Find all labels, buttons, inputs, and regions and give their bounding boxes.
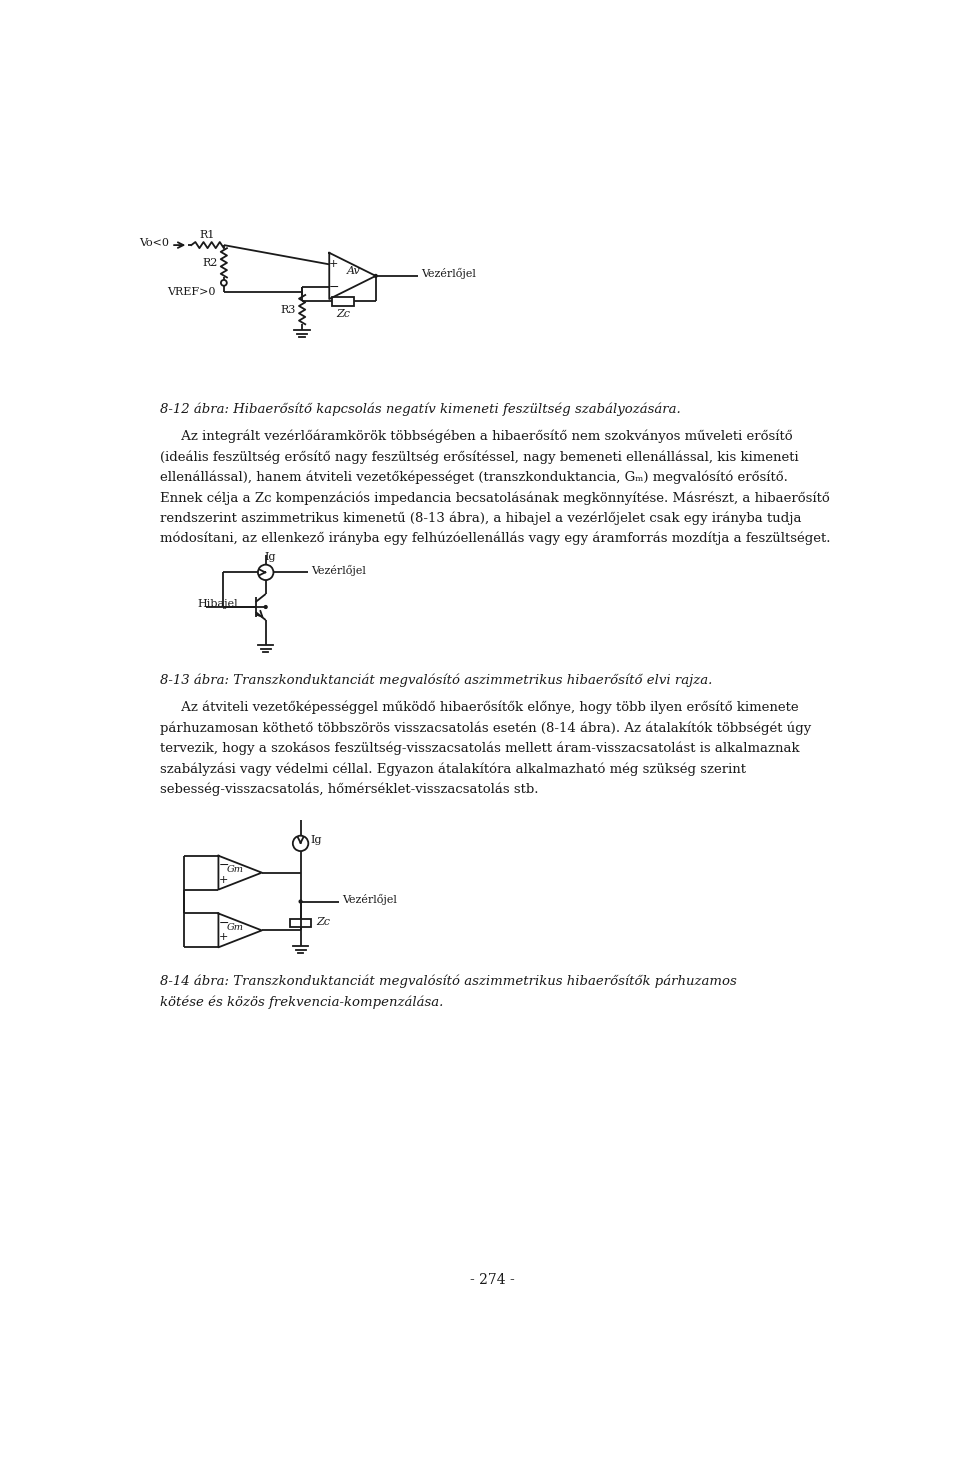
Text: Ig: Ig: [264, 551, 276, 561]
Text: Hibajel: Hibajel: [198, 599, 238, 609]
Text: −: −: [219, 858, 229, 872]
Text: kötése és közös frekvencia-kompenzálása.: kötése és közös frekvencia-kompenzálása.: [160, 995, 444, 1008]
Text: +: +: [219, 932, 228, 942]
Text: R3: R3: [280, 305, 296, 315]
Text: +: +: [219, 875, 228, 885]
Text: Ig: Ig: [311, 835, 323, 844]
Text: 8-12 ábra: Hibaerősítő kapcsolás negatív kimeneti feszültség szabályozására.: 8-12 ábra: Hibaerősítő kapcsolás negatív…: [160, 403, 681, 416]
Text: R1: R1: [200, 230, 215, 240]
Text: Az integrált vezérlőáramkörök többségében a hibaerősítő nem szokványos műveleti : Az integrált vezérlőáramkörök többségébe…: [160, 429, 793, 444]
Text: Zc: Zc: [336, 309, 349, 319]
Text: rendszerint aszimmetrikus kimenetű (8-13 ábra), a hibajel a vezérlőjelet csak eg: rendszerint aszimmetrikus kimenetű (8-13…: [160, 511, 802, 524]
Text: (ideális feszültség erősítő nagy feszültség erősítéssel, nagy bemeneti ellenállá: (ideális feszültség erősítő nagy feszült…: [160, 450, 799, 464]
Text: szabályzási vagy védelmi céllal. Egyazon átalakítóra alkalmazható még szükség sz: szabályzási vagy védelmi céllal. Egyazon…: [160, 762, 746, 775]
Text: - 274 -: - 274 -: [469, 1273, 515, 1286]
Circle shape: [374, 274, 377, 277]
Text: +: +: [329, 259, 339, 270]
Circle shape: [300, 900, 302, 902]
Circle shape: [264, 605, 267, 608]
Text: Vezérlőjel: Vezérlőjel: [420, 268, 475, 280]
Text: 8-13 ábra: Transzkonduktanciát megvalósító aszimmetrikus hibaerősítő elvi rajza.: 8-13 ábra: Transzkonduktanciát megvalósí…: [160, 674, 712, 687]
Text: tervezik, hogy a szokásos feszültség-visszacsatolás mellett áram-visszacsatolást: tervezik, hogy a szokásos feszültség-vis…: [160, 741, 800, 756]
Text: Vezérlőjel: Vezérlőjel: [311, 564, 366, 576]
Text: 8-14 ábra: Transzkonduktanciát megvalósító aszimmetrikus hibaerősítők párhuzamos: 8-14 ábra: Transzkonduktanciát megvalósí…: [160, 974, 737, 987]
Text: Az átviteli vezetőképességgel működő hibaerősítők előnye, hogy több ilyen erősít: Az átviteli vezetőképességgel működő hib…: [160, 700, 799, 715]
Bar: [290, 919, 311, 927]
Text: −: −: [219, 917, 229, 930]
Text: Zc: Zc: [316, 917, 330, 926]
Text: párhuzamosan köthető többszörös visszacsatolás esetén (8-14 ábra). Az átalakítók: párhuzamosan köthető többszörös visszacs…: [160, 721, 811, 735]
Text: VREF>0: VREF>0: [168, 287, 216, 297]
Text: Gm: Gm: [227, 864, 244, 875]
Text: Ennek célja a Zᴄ kompenzációs impedancia becsatolásának megkönnyítése. Másrészt,: Ennek célja a Zᴄ kompenzációs impedancia…: [160, 491, 830, 504]
Text: Av: Av: [348, 267, 361, 277]
Text: sebesség-visszacsatolás, hőmérséklet-visszacsatolás stb.: sebesség-visszacsatolás, hőmérséklet-vis…: [160, 782, 539, 795]
Text: R2: R2: [203, 258, 218, 268]
Text: ellenállással), hanem átviteli vezetőképességet (transzkonduktancia, Gₘ) megvaló: ellenállással), hanem átviteli vezetőkép…: [160, 470, 788, 485]
Text: Vezérlőjel: Vezérlőjel: [343, 894, 397, 905]
Text: Vo<0: Vo<0: [139, 237, 169, 248]
Bar: [332, 297, 353, 306]
Text: Gm: Gm: [227, 923, 244, 932]
Text: módosítani, az ellenkező irányba egy felhúzóellenállás vagy egy áramforrás mozdí: módosítani, az ellenkező irányba egy fel…: [160, 532, 830, 545]
Text: −: −: [328, 281, 339, 294]
